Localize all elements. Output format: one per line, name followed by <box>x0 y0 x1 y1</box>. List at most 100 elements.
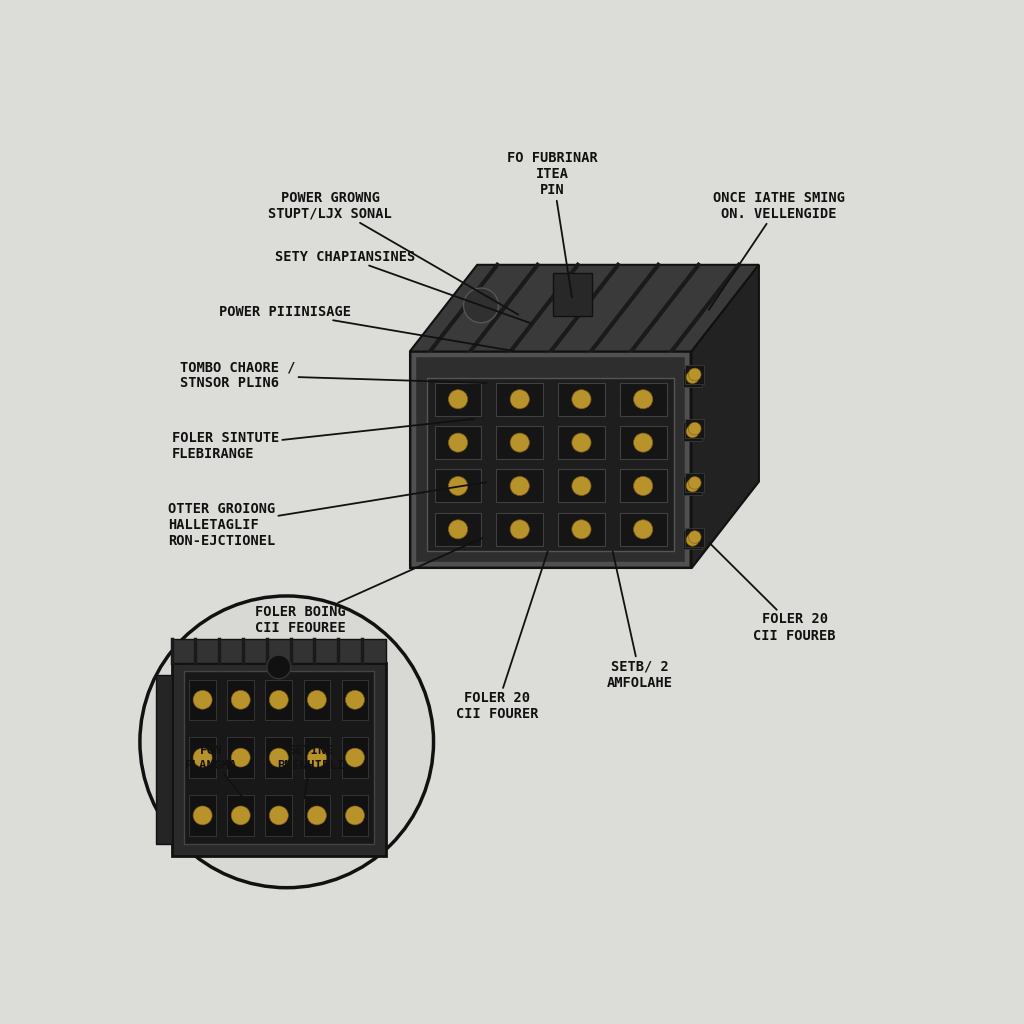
Bar <box>342 680 369 720</box>
Bar <box>342 737 369 778</box>
Text: FOLER 20
CII FOUREB: FOLER 20 CII FOUREB <box>710 543 836 643</box>
Bar <box>303 737 330 778</box>
Circle shape <box>571 433 591 453</box>
Circle shape <box>269 690 289 710</box>
Circle shape <box>510 520 529 539</box>
Circle shape <box>307 690 327 710</box>
Circle shape <box>464 288 499 323</box>
Circle shape <box>510 390 529 409</box>
Circle shape <box>449 476 468 496</box>
Bar <box>685 473 705 493</box>
Circle shape <box>688 422 701 435</box>
Text: POWER PIIINISAGE: POWER PIIINISAGE <box>219 305 514 351</box>
Polygon shape <box>410 265 759 351</box>
Bar <box>189 680 216 720</box>
Bar <box>558 383 605 416</box>
Circle shape <box>345 749 365 767</box>
Circle shape <box>269 749 289 767</box>
Text: FGN
FLANGMA: FGN FLANGMA <box>185 743 244 799</box>
Circle shape <box>449 390 468 409</box>
Circle shape <box>571 390 591 409</box>
Circle shape <box>686 425 699 437</box>
Circle shape <box>267 655 291 679</box>
Circle shape <box>686 534 699 546</box>
Bar <box>342 796 369 836</box>
Circle shape <box>307 806 327 825</box>
Bar <box>227 680 254 720</box>
Bar <box>558 426 605 459</box>
Circle shape <box>686 479 699 492</box>
Circle shape <box>231 806 250 825</box>
Bar <box>183 671 374 845</box>
Bar <box>227 796 254 836</box>
Circle shape <box>194 806 212 825</box>
Text: FOLER SINTUTE
FLEBIRANGE: FOLER SINTUTE FLEBIRANGE <box>172 419 474 461</box>
Bar <box>265 737 292 778</box>
Circle shape <box>686 371 699 384</box>
Text: ONCE IATHE SMING
ON. VELLENGIDE: ONCE IATHE SMING ON. VELLENGIDE <box>709 190 845 310</box>
Bar <box>685 365 705 384</box>
Bar <box>189 737 216 778</box>
Bar <box>414 355 687 564</box>
Circle shape <box>688 530 701 544</box>
Bar <box>553 272 592 316</box>
Text: FO FUBRINAR
ITEA
PIN: FO FUBRINAR ITEA PIN <box>507 151 598 298</box>
Bar <box>620 383 667 416</box>
Circle shape <box>269 806 289 825</box>
Circle shape <box>634 520 652 539</box>
Bar <box>434 513 481 546</box>
Text: SETB/ 2
AMFOLAHE: SETB/ 2 AMFOLAHE <box>607 551 673 690</box>
Polygon shape <box>691 265 759 568</box>
Bar <box>414 355 687 564</box>
Circle shape <box>571 520 591 539</box>
Bar <box>497 383 543 416</box>
Circle shape <box>231 690 250 710</box>
Circle shape <box>194 749 212 767</box>
Bar <box>620 513 667 546</box>
Bar <box>303 796 330 836</box>
Bar <box>685 527 705 547</box>
Circle shape <box>449 433 468 453</box>
Circle shape <box>510 433 529 453</box>
Bar <box>497 469 543 503</box>
Circle shape <box>345 806 365 825</box>
Bar <box>497 426 543 459</box>
Circle shape <box>231 749 250 767</box>
Text: TOMBO CHAORE /
STNSOR PLIN6: TOMBO CHAORE / STNSOR PLIN6 <box>179 360 486 390</box>
Text: POWER GROWNG
STUPT/LJX SONAL: POWER GROWNG STUPT/LJX SONAL <box>268 190 518 314</box>
Bar <box>427 378 674 551</box>
Bar <box>303 680 330 720</box>
Circle shape <box>634 476 652 496</box>
Bar <box>683 368 702 387</box>
Bar <box>558 513 605 546</box>
Bar <box>434 383 481 416</box>
Text: SETINE
BMENHIELI: SETINE BMENHIELI <box>276 743 344 799</box>
Bar <box>189 796 216 836</box>
Bar <box>685 419 705 438</box>
Bar <box>683 476 702 496</box>
Circle shape <box>571 476 591 496</box>
Circle shape <box>634 433 652 453</box>
Bar <box>620 426 667 459</box>
Text: FOLER BOING
CII FEOUREE: FOLER BOING CII FEOUREE <box>255 538 482 635</box>
Bar <box>434 469 481 503</box>
Bar <box>620 469 667 503</box>
Bar <box>497 513 543 546</box>
Text: FOLER 20
CII FOURER: FOLER 20 CII FOURER <box>456 551 548 722</box>
Circle shape <box>307 749 327 767</box>
Circle shape <box>194 690 212 710</box>
Bar <box>265 796 292 836</box>
Bar <box>227 737 254 778</box>
Polygon shape <box>410 351 691 568</box>
Text: OTTER GROIONG
HALLETAGLIF
RON-EJCTIONEL: OTTER GROIONG HALLETAGLIF RON-EJCTIONEL <box>168 482 486 548</box>
Circle shape <box>634 390 652 409</box>
Bar <box>172 639 386 663</box>
Bar <box>683 422 702 441</box>
Circle shape <box>345 690 365 710</box>
Bar <box>434 426 481 459</box>
Circle shape <box>688 368 701 381</box>
Bar <box>558 469 605 503</box>
Circle shape <box>510 476 529 496</box>
Bar <box>683 530 702 549</box>
Bar <box>265 680 292 720</box>
